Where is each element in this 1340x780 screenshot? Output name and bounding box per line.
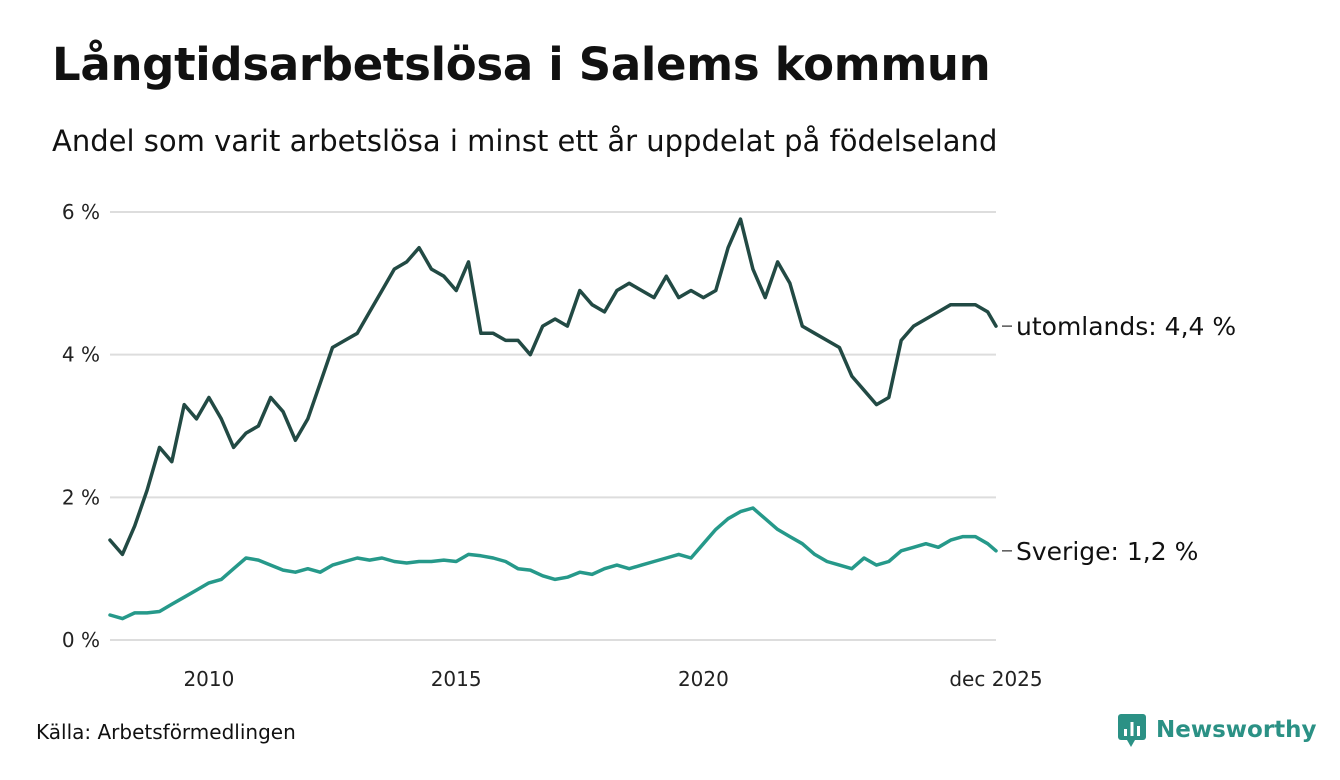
- y-tick-label: 4 %: [62, 343, 100, 367]
- line-chart: 0 % 2 % 4 % 6 % 2010 2015 2020 dec 2025 utomland…: [62, 200, 1236, 691]
- chart-subtitle: Andel som varit arbetslösa i minst ett å…: [52, 124, 998, 158]
- newsworthy-logo-icon: [1118, 714, 1146, 747]
- y-tick-label: 6 %: [62, 200, 100, 224]
- y-tick-label: 2 %: [62, 485, 100, 509]
- y-tick-label: 0 %: [62, 628, 100, 652]
- series-line-utomlands: [108, 217, 998, 557]
- series-end-label-utomlands: utomlands: 4,4 %: [1016, 312, 1236, 341]
- series-end-label-sverige: Sverige: 1,2 %: [1016, 537, 1198, 566]
- source-note: Källa: Arbetsförmedlingen: [36, 720, 296, 744]
- newsworthy-logo-text: Newsworthy: [1156, 717, 1317, 743]
- x-tick-label: 2020: [678, 667, 729, 691]
- x-tick-label: 2010: [183, 667, 234, 691]
- x-tick-label: dec 2025: [949, 667, 1042, 691]
- series-line-sverige: [108, 506, 998, 621]
- newsworthy-logo[interactable]: Newsworthy: [1118, 712, 1317, 748]
- chart-title: Långtidsarbetslösa i Salems kommun: [52, 38, 991, 91]
- x-tick-label: 2015: [431, 667, 482, 691]
